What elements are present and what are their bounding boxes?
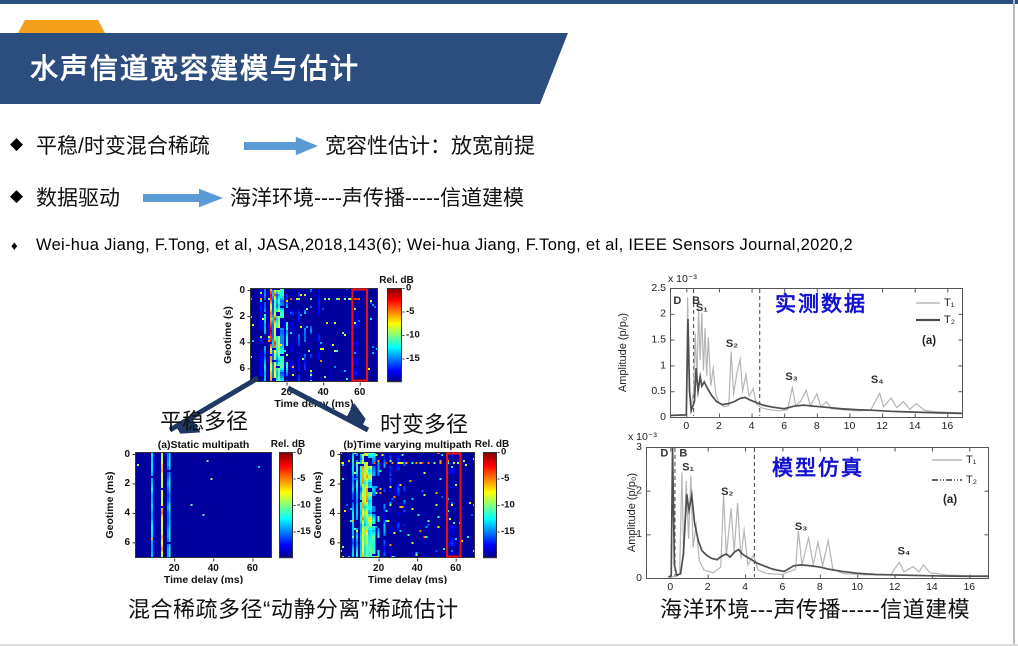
static-multipath-label: 平稳多径 [160,409,249,434]
bullet1-lead: 平稳/时变混合稀疏 [36,135,210,158]
top-strip [0,0,1018,4]
chart-mixed-multipath-spectrogram [218,266,426,412]
title-banner: 水声信道宽容建模与估计 [0,33,568,104]
chart-simulated-impulse-response [612,426,1012,594]
arrow-to-static-icon [168,375,260,430]
model-simulation-title: 模型仿真 [772,457,864,480]
chart-static-multipath-spectrogram [98,432,314,584]
bullet2-lead: 数据驱动 [36,187,120,210]
chart-time-varying-spectrogram [312,432,518,584]
arrow-to-varying-icon [286,385,368,433]
left-figure-caption: 混合稀疏多径“动静分离”稀疏估计 [128,597,459,622]
slide-right-border [1013,0,1015,646]
right-arrow-icon [143,188,223,208]
bullet-diamond-icon: ◆ [10,186,24,205]
measured-data-title: 实测数据 [775,293,867,316]
slide-bottom-border [0,644,1018,646]
varying-multipath-label: 时变多径 [380,412,469,437]
bullet1-tail: 宽容性估计：放宽前提 [325,135,535,158]
bullet-diamond-icon: ◆ [10,134,24,153]
citation-text: Wei-hua Jiang, F.Tong, et al, JASA,2018,… [36,236,853,254]
split-arrows-overlay [168,375,420,448]
chart-measured-impulse-response [612,266,1012,438]
citation-diamond-icon: ♦ [11,238,18,253]
slide-title: 水声信道宽容建模与估计 [30,53,361,84]
bullet2-tail: 海洋环境----声传播-----信道建模 [230,187,524,210]
right-arrow-icon [244,136,318,156]
right-figure-caption: 海洋环境---声传播-----信道建模 [660,597,971,622]
